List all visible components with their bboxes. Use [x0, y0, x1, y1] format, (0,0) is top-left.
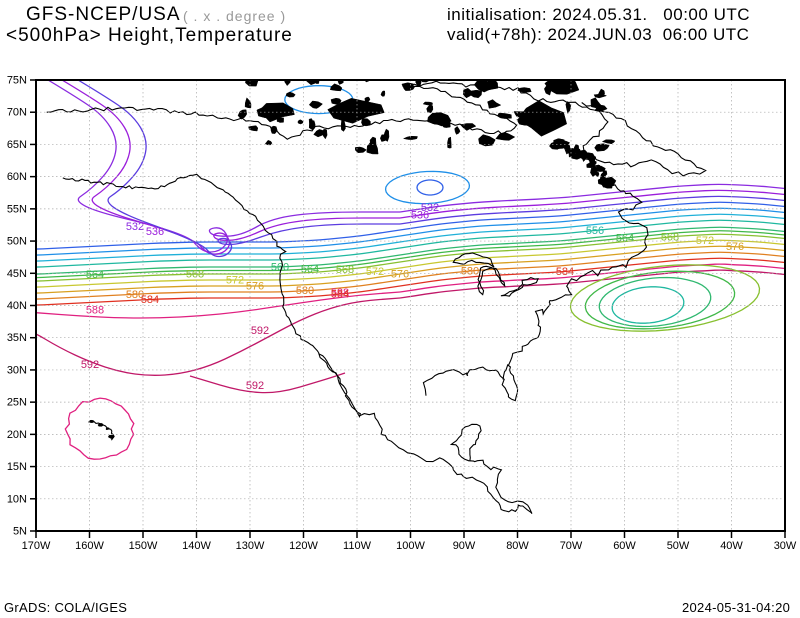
- svg-text:5N: 5N: [13, 526, 27, 538]
- svg-text:30W: 30W: [774, 540, 797, 552]
- svg-text:70W: 70W: [560, 540, 583, 552]
- svg-text:576: 576: [726, 241, 744, 253]
- svg-text:568: 568: [186, 269, 204, 281]
- svg-text:110W: 110W: [343, 540, 372, 552]
- svg-text:572: 572: [366, 266, 384, 278]
- svg-text:45N: 45N: [7, 268, 27, 280]
- svg-text:50N: 50N: [7, 236, 27, 248]
- svg-text:30N: 30N: [7, 364, 27, 376]
- svg-text:150W: 150W: [129, 540, 158, 552]
- svg-text:592: 592: [81, 359, 99, 371]
- svg-text:120W: 120W: [289, 540, 318, 552]
- svg-text:75N: 75N: [7, 75, 27, 87]
- svg-text:536: 536: [411, 210, 429, 222]
- svg-text:140W: 140W: [182, 540, 211, 552]
- svg-text:576: 576: [246, 281, 264, 293]
- svg-text:50W: 50W: [667, 540, 690, 552]
- svg-text:584: 584: [331, 289, 349, 301]
- svg-text:592: 592: [246, 380, 264, 392]
- svg-text:564: 564: [86, 269, 104, 281]
- svg-text:70N: 70N: [7, 107, 27, 119]
- svg-text:532: 532: [126, 221, 144, 233]
- svg-text:55N: 55N: [7, 203, 27, 215]
- svg-text:580: 580: [461, 266, 479, 278]
- svg-text:65N: 65N: [7, 139, 27, 151]
- svg-text:40W: 40W: [720, 540, 743, 552]
- svg-text:556: 556: [586, 225, 604, 237]
- svg-text:572: 572: [226, 275, 244, 287]
- svg-text:584: 584: [556, 266, 574, 278]
- svg-text:160W: 160W: [75, 540, 104, 552]
- svg-text:592: 592: [251, 325, 269, 337]
- svg-text:564: 564: [616, 233, 634, 245]
- svg-text:60W: 60W: [613, 540, 636, 552]
- svg-text:576: 576: [391, 269, 409, 281]
- svg-text:10N: 10N: [7, 493, 27, 505]
- svg-text:90W: 90W: [453, 540, 476, 552]
- svg-text:568: 568: [661, 232, 679, 244]
- svg-text:170W: 170W: [22, 540, 51, 552]
- svg-text:130W: 130W: [236, 540, 265, 552]
- svg-text:588: 588: [86, 305, 104, 317]
- svg-text:40N: 40N: [7, 300, 27, 312]
- svg-text:60N: 60N: [7, 171, 27, 183]
- svg-text:15N: 15N: [7, 461, 27, 473]
- svg-text:580: 580: [296, 285, 314, 297]
- svg-text:25N: 25N: [7, 397, 27, 409]
- svg-text:568: 568: [336, 264, 354, 276]
- svg-text:100W: 100W: [396, 540, 425, 552]
- svg-text:20N: 20N: [7, 429, 27, 441]
- svg-text:35N: 35N: [7, 332, 27, 344]
- svg-text:536: 536: [146, 226, 164, 238]
- svg-text:584: 584: [141, 294, 159, 306]
- svg-text:80W: 80W: [506, 540, 529, 552]
